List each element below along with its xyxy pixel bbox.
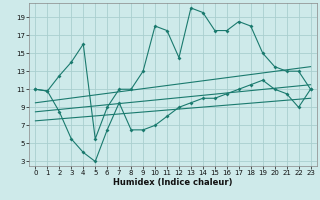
X-axis label: Humidex (Indice chaleur): Humidex (Indice chaleur): [113, 178, 233, 187]
